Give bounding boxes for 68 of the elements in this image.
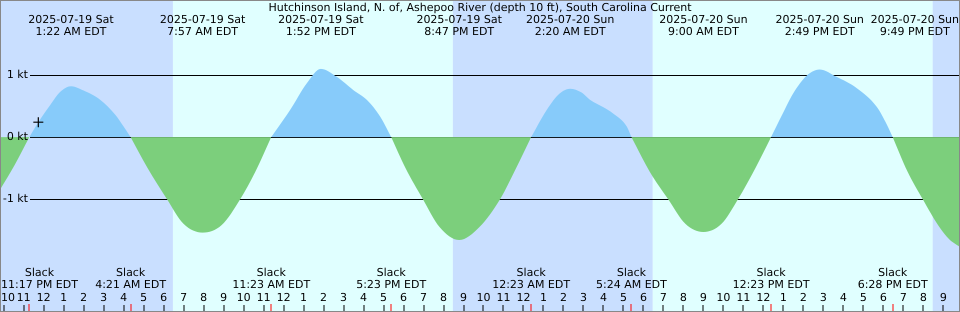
x-tick-label: 2 [560, 290, 567, 304]
x-tick-label: 8 [440, 290, 448, 304]
x-tick-label: 7 [660, 290, 667, 304]
annotation: 2025-07-19 Sat 7:57 AM EDT [160, 12, 246, 38]
x-tick-label: 10 [716, 290, 730, 304]
x-tick-label: 6 [640, 290, 647, 304]
x-tick-label: 6 [160, 290, 168, 304]
annotation: 2025-07-19 Sat 1:52 PM EDT [278, 12, 364, 38]
x-tick-label: 8 [680, 290, 687, 304]
x-tick-label: 2 [320, 290, 328, 304]
x-tick-label: 10 [1, 290, 15, 304]
x-tick-label: 9 [220, 290, 228, 304]
x-tick-label: 4 [360, 290, 368, 304]
x-tick-label: 10 [236, 290, 251, 304]
annotation: 2025-07-20 Sun 9:00 AM EDT [659, 12, 748, 38]
y-tick-label: 1 kt [6, 68, 29, 81]
annotation: 2025-07-20 Sun 2:20 AM EDT [526, 12, 614, 38]
x-tick-label: 5 [860, 290, 867, 304]
x-tick-label: 1 [60, 290, 68, 304]
chart-title: Hutchinson Island, N. of, Ashepoo River (depth 10 ft), South Carolina Current [268, 0, 692, 14]
x-tick-label: 5 [140, 290, 148, 304]
x-tick-label: 12 [36, 290, 51, 304]
x-tick-label: 11 [256, 290, 271, 304]
x-tick-label: 7 [420, 290, 428, 304]
x-tick-label: 7 [180, 290, 188, 304]
annotation: 2025-07-19 Sat 8:47 PM EDT [416, 12, 503, 38]
x-tick-label: 3 [340, 290, 348, 304]
x-tick-label: 2 [800, 290, 807, 304]
x-tick-label: 2 [80, 290, 88, 304]
annotation: 2025-07-20 Sun 9:49 PM EDT [870, 12, 960, 38]
x-tick-label: 1 [540, 290, 547, 304]
x-tick-label: 1 [780, 290, 787, 304]
x-tick-label: 12 [276, 290, 291, 304]
annotation: Slack 5:23 PM EDT [356, 266, 426, 291]
annotation: Slack 11:17 PM EDT [0, 266, 78, 291]
x-tick-label: 8 [920, 290, 927, 304]
annotation: Slack 4:21 AM EDT [95, 266, 166, 291]
x-tick-label: 10 [476, 290, 490, 304]
x-tick-label: 12 [516, 290, 530, 304]
x-tick-label: 4 [840, 290, 847, 304]
x-tick-label: 3 [100, 290, 108, 304]
x-tick-label: 12 [756, 290, 770, 304]
x-tick-label: 4 [600, 290, 607, 304]
annotation: Slack 5:24 AM EDT [596, 266, 668, 291]
annotation: Slack 12:23 PM EDT [732, 266, 810, 291]
annotation: 2025-07-19 Sat 1:22 AM EDT [28, 12, 114, 38]
x-tick-label: 3 [820, 290, 827, 304]
x-tick-label: 7 [900, 290, 907, 304]
x-tick-label: 5 [380, 290, 388, 304]
y-tick-label: 0 kt [6, 130, 29, 143]
x-tick-label: 9 [460, 290, 468, 304]
x-tick-label: 4 [120, 290, 128, 304]
annotation: Slack 11:23 AM EDT [232, 266, 310, 291]
x-tick-label: 11 [496, 290, 510, 304]
x-tick-label: 11 [16, 290, 31, 304]
x-tick-label: 8 [200, 290, 208, 304]
annotation: 2025-07-20 Sun 2:49 PM EDT [776, 12, 864, 38]
x-tick-label: 1 [300, 290, 308, 304]
x-tick-label: 11 [736, 290, 750, 304]
x-tick-label: 9 [700, 290, 707, 304]
annotation: Slack 12:23 AM EDT [492, 266, 570, 291]
x-tick-label: 6 [400, 290, 408, 304]
x-tick-label: 5 [620, 290, 627, 304]
x-tick-label: 9 [940, 290, 947, 304]
x-tick-label: 3 [580, 290, 587, 304]
x-tick-label: 6 [880, 290, 887, 304]
y-tick-label: -1 kt [2, 192, 29, 205]
annotation: Slack 6:28 PM EDT [858, 266, 928, 291]
